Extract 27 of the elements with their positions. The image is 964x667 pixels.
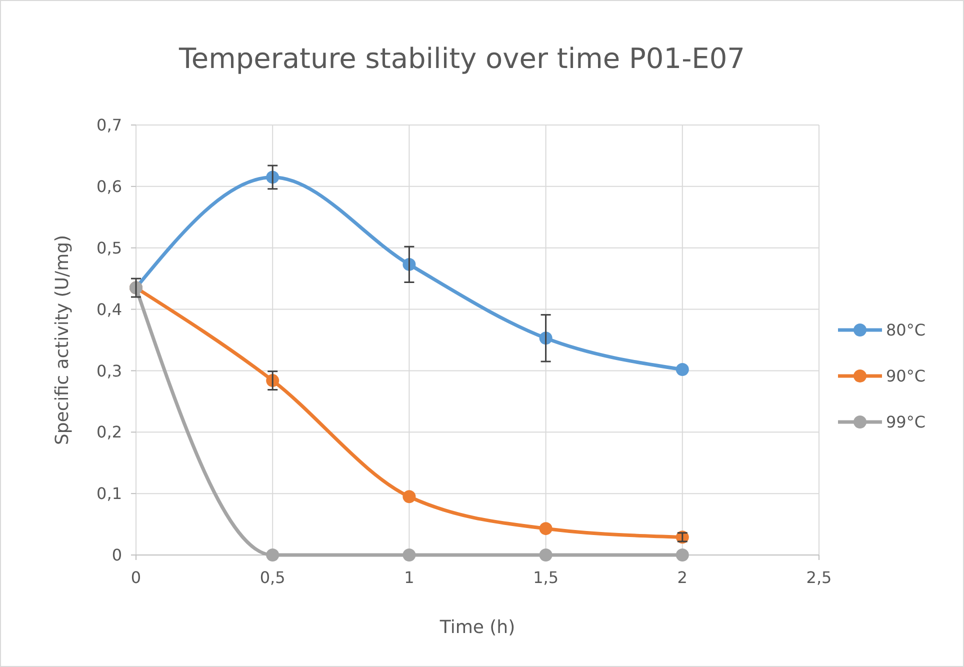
y-tick-label: 0,3 <box>96 361 122 380</box>
point <box>676 362 689 376</box>
x-axis-title: Time (h) <box>438 617 516 638</box>
point <box>266 548 280 562</box>
point <box>402 490 416 504</box>
legend-label: 80°C <box>886 320 926 340</box>
y-tick-label: 0,4 <box>96 300 122 319</box>
point <box>539 548 552 562</box>
y-tick-label: 0 <box>112 546 122 565</box>
y-tick-label: 0,6 <box>96 177 122 196</box>
x-tick-label: 0,5 <box>260 568 286 587</box>
point <box>676 548 689 562</box>
x-tick-label: 1,5 <box>533 568 559 587</box>
x-tick-label: 1 <box>404 568 414 587</box>
y-axis-title: Specific activity (U/mg) <box>52 234 73 446</box>
point <box>402 548 416 562</box>
x-tick-label: 2 <box>677 568 688 587</box>
legend-label: 99°C <box>886 412 926 432</box>
x-tick-label: 2,5 <box>806 568 832 587</box>
y-tick-label: 0,7 <box>96 116 122 135</box>
y-tick-label: 0,1 <box>96 484 122 504</box>
y-tick-label: 0,5 <box>96 238 122 258</box>
legend-label: 90°C <box>886 366 926 386</box>
chart-title: Temperature stability over time P01-E07 <box>178 42 745 75</box>
x-tick-label: 0 <box>130 568 142 587</box>
point <box>539 522 552 536</box>
y-tick-label: 0,2 <box>96 422 122 442</box>
